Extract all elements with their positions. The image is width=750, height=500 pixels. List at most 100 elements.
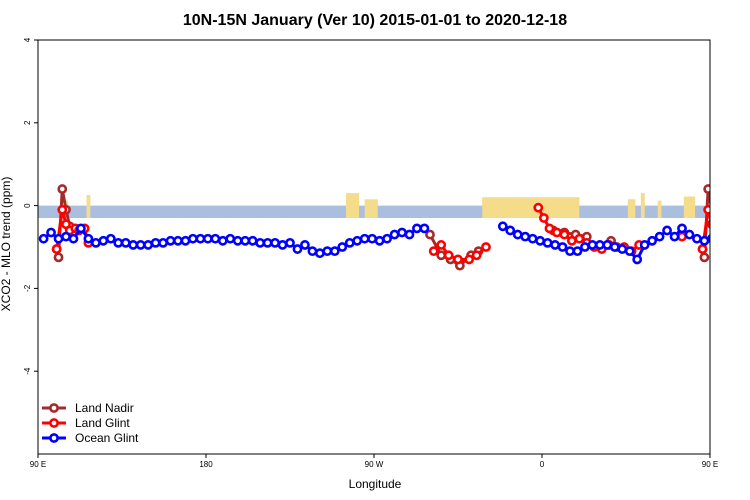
y-tick-label: -2: [23, 284, 32, 292]
data-point: [703, 204, 710, 215]
data-point: [542, 237, 553, 248]
data-point: [746, 239, 750, 246]
x-tick-label: 90 E: [30, 460, 46, 469]
data-point: [180, 235, 191, 246]
land-segment: [683, 196, 696, 219]
data-point: [105, 233, 116, 244]
data-point: [217, 235, 228, 246]
data-point: [329, 246, 340, 257]
data-point: [533, 202, 544, 213]
data-point: [471, 250, 482, 261]
y-tick-label: 4: [23, 37, 32, 42]
data-point: [255, 237, 266, 248]
data-point: [46, 227, 56, 238]
data-point: [314, 248, 325, 259]
data-point: [699, 252, 710, 263]
data-point: [505, 225, 516, 236]
data-point: [389, 229, 400, 240]
data-point: [61, 231, 71, 242]
data-point: [359, 233, 370, 244]
data-point: [173, 235, 183, 246]
data-point: [225, 233, 236, 244]
data-point: [587, 240, 598, 250]
data-point: [699, 235, 710, 246]
data-point: [232, 235, 243, 246]
data-point: [53, 233, 64, 244]
data-point: [718, 225, 725, 232]
land-segment: [640, 193, 645, 219]
data-point: [270, 237, 280, 248]
series-land-nadir: [51, 184, 719, 271]
data-point: [113, 237, 124, 248]
data-point: [38, 233, 49, 244]
data-point: [712, 223, 719, 230]
land-segment: [86, 195, 91, 219]
x-tick-label: 180: [199, 460, 213, 469]
data-point: [322, 246, 333, 257]
data-point: [602, 240, 613, 250]
data-point: [639, 240, 650, 250]
data-point: [57, 204, 68, 215]
data-point: [552, 227, 562, 238]
data-point: [292, 244, 303, 254]
data-point: [83, 233, 94, 244]
data-point: [703, 184, 710, 194]
land-segment: [627, 199, 636, 219]
data-point: [202, 233, 213, 244]
data-point: [609, 242, 620, 252]
data-point: [352, 235, 363, 246]
x-tick-label: 0: [540, 460, 545, 469]
data-point: [706, 219, 710, 229]
data-point: [68, 233, 79, 244]
data-point: [143, 240, 154, 250]
data-point: [692, 233, 702, 244]
data-point: [706, 234, 710, 244]
data-point: [538, 213, 549, 223]
data-point: [120, 237, 131, 248]
data-point: [624, 246, 635, 257]
data-point: [428, 246, 439, 257]
legend-label: Land Nadir: [75, 401, 134, 415]
legend-item: Ocean Glint: [42, 431, 139, 445]
chart-title: 10N-15N January (Ver 10) 2015-01-01 to 2…: [183, 12, 567, 29]
data-point: [98, 235, 109, 246]
data-point: [307, 246, 318, 257]
data-point: [738, 239, 745, 246]
data-point: [574, 233, 585, 244]
land-segment: [346, 193, 360, 219]
data-point: [697, 244, 708, 254]
y-axis-label: XCO2 - MLO trend (ppm): [0, 177, 13, 312]
reference-band: [38, 193, 710, 219]
land-segment: [482, 197, 580, 219]
data-point: [419, 223, 430, 234]
data-point: [165, 235, 176, 246]
data-point: [565, 246, 575, 257]
data-point: [247, 235, 258, 246]
data-point: [76, 223, 86, 234]
data-point: [632, 254, 643, 265]
legend-marker: [49, 403, 59, 413]
data-point: [677, 231, 687, 242]
data-point: [128, 240, 139, 250]
legend-marker: [49, 418, 59, 428]
data-point: [344, 237, 355, 248]
data-point: [158, 237, 168, 248]
data-point: [684, 229, 695, 240]
data-point: [300, 240, 310, 250]
data-point: [731, 239, 738, 246]
data-point: [90, 237, 101, 248]
data-point: [557, 242, 568, 252]
data-point: [337, 242, 348, 252]
data-point: [594, 240, 605, 250]
data-point: [443, 250, 454, 261]
legend-label: Ocean Glint: [75, 431, 139, 445]
data-point: [210, 233, 221, 244]
legend-item: Land Glint: [42, 416, 130, 430]
data-point: [520, 231, 531, 242]
data-point: [550, 240, 560, 250]
data-point: [464, 254, 475, 265]
data-point: [654, 231, 665, 242]
data-point: [572, 246, 583, 257]
data-point: [397, 227, 407, 238]
data-point: [150, 237, 161, 248]
